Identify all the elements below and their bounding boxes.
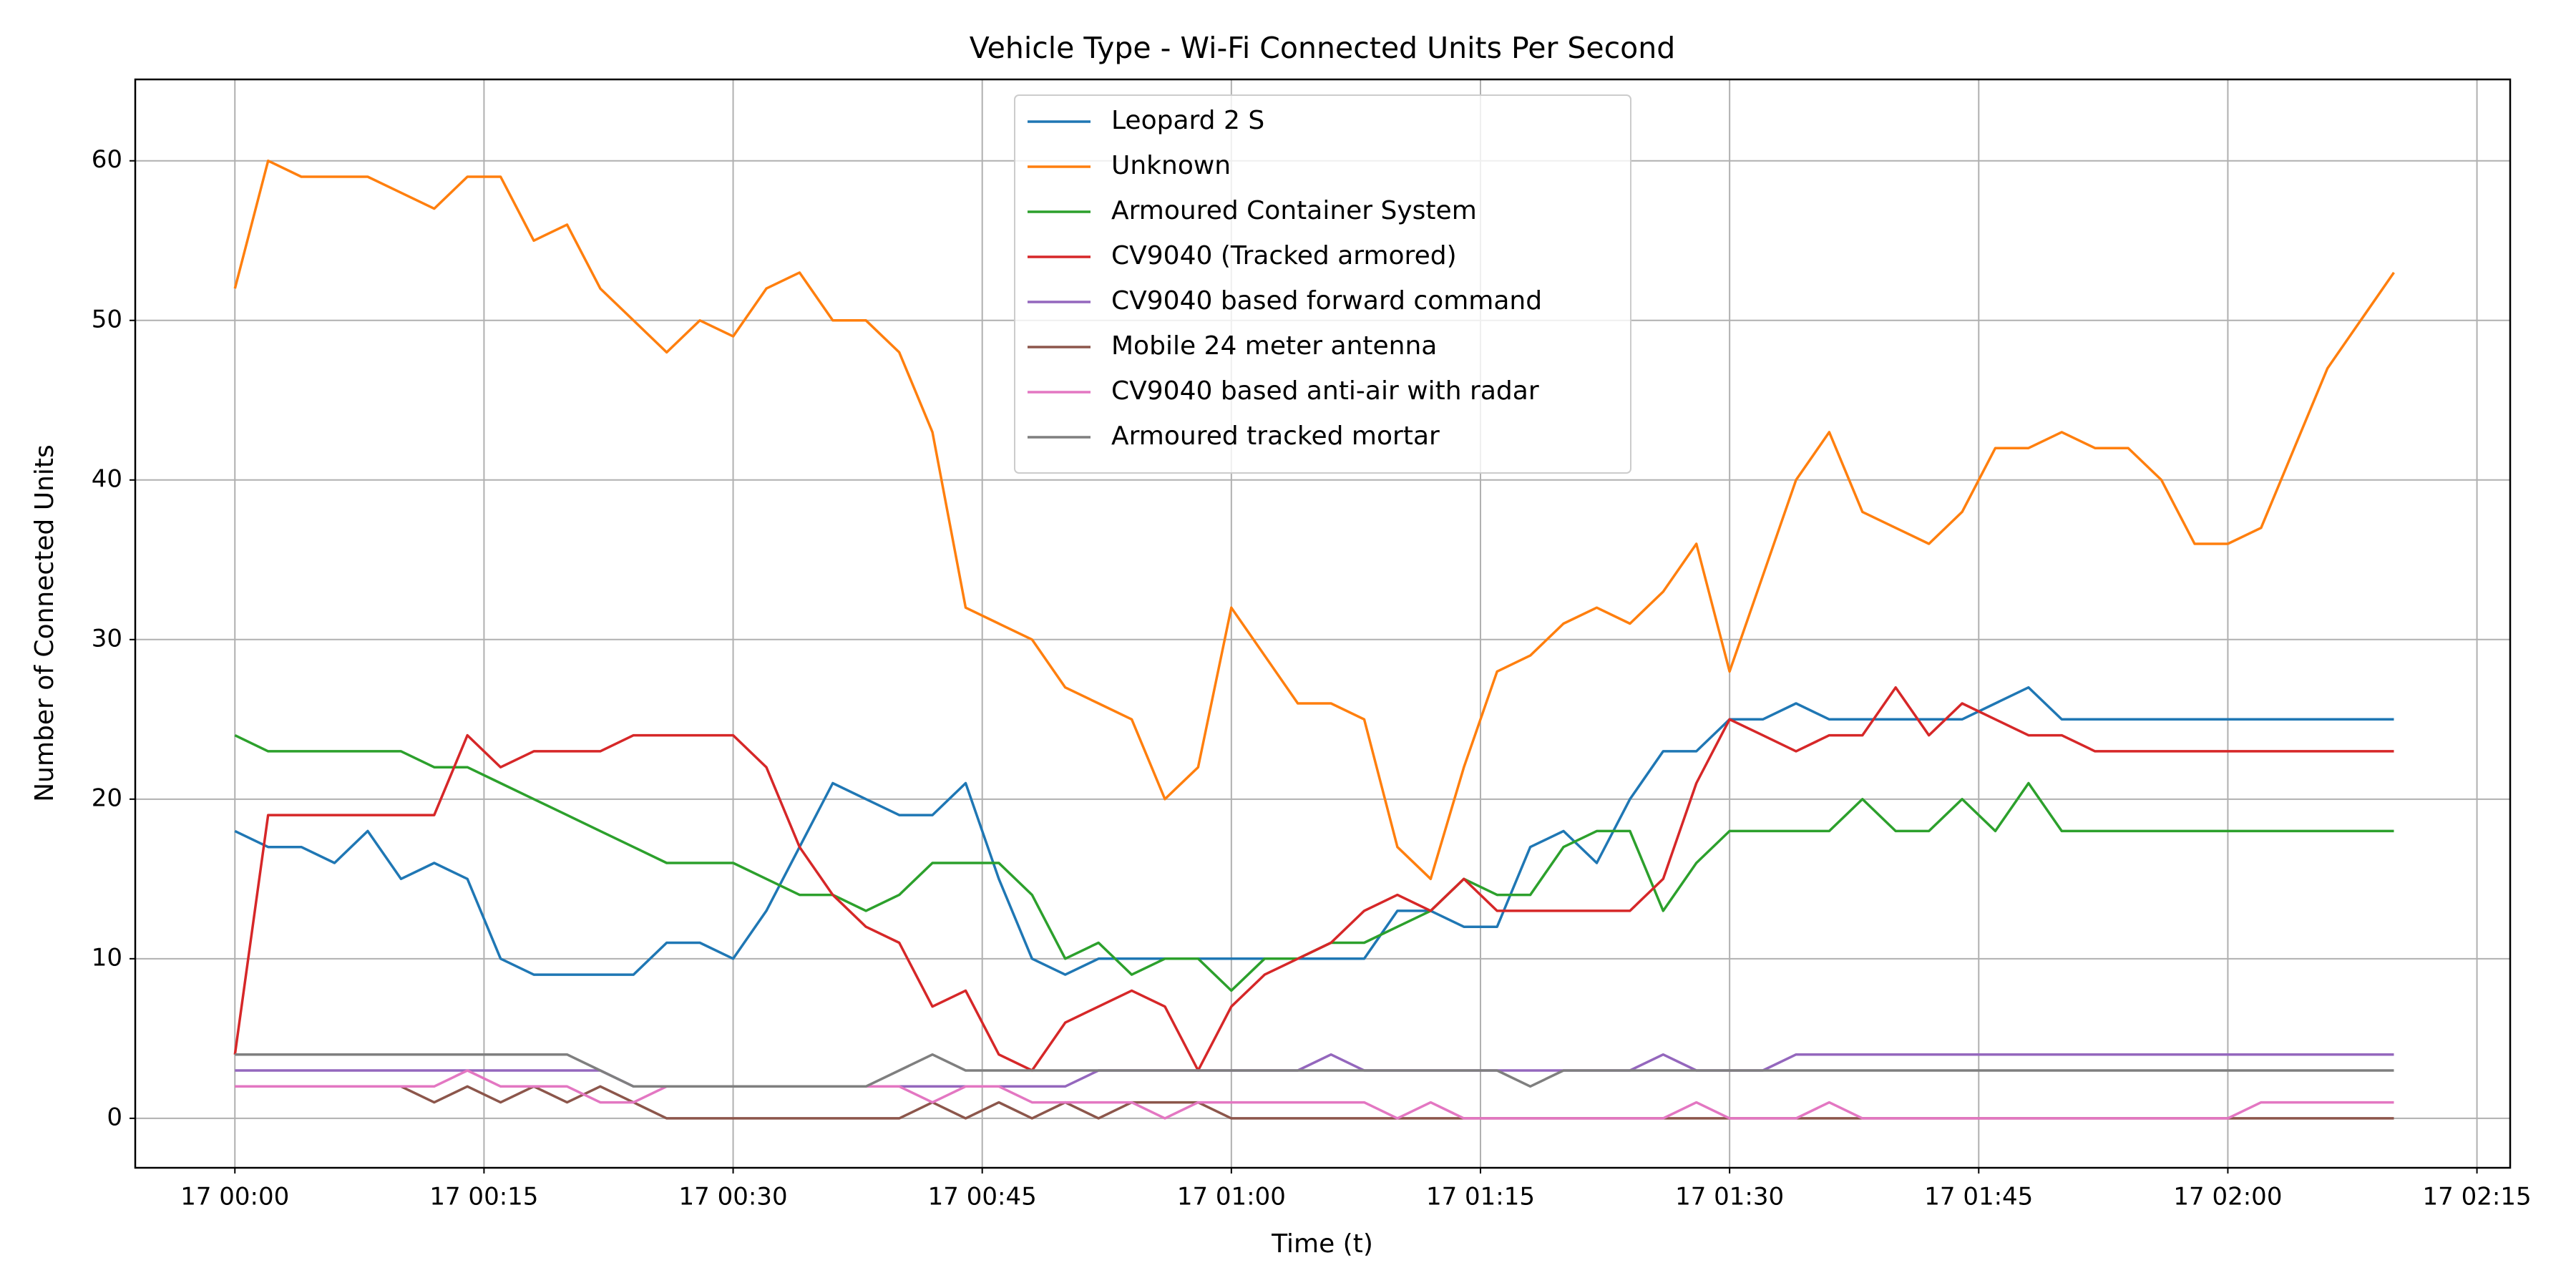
data-line bbox=[233, 686, 2394, 1072]
data-line bbox=[235, 1069, 2394, 1120]
y-tick-label: 10 bbox=[92, 943, 122, 972]
y-tick-label: 60 bbox=[92, 145, 122, 174]
y-tick-label: 0 bbox=[107, 1103, 122, 1131]
y-tick-label: 30 bbox=[92, 624, 122, 653]
legend-label: CV9040 based anti-air with radar bbox=[1111, 376, 1539, 406]
x-tick-label: 17 00:45 bbox=[928, 1183, 1037, 1211]
plot-frame bbox=[134, 78, 2512, 1169]
x-tick-label: 17 01:45 bbox=[1924, 1183, 2033, 1211]
x-tick-label: 17 02:15 bbox=[2423, 1183, 2532, 1211]
x-tick-label: 17 00:15 bbox=[429, 1183, 538, 1211]
chart-title: Vehicle Type - Wi-Fi Connected Units Per… bbox=[970, 31, 1675, 65]
x-tick-label: 17 01:00 bbox=[1177, 1183, 1286, 1211]
data-line bbox=[235, 1053, 2394, 1088]
legend-label: CV9040 based forward command bbox=[1111, 286, 1542, 316]
x-tick-label: 17 01:30 bbox=[1675, 1183, 1784, 1211]
legend-label: CV9040 (Tracked armored) bbox=[1111, 241, 1457, 270]
x-tick-label: 17 00:30 bbox=[679, 1183, 788, 1211]
x-tick-label: 17 01:15 bbox=[1426, 1183, 1535, 1211]
legend-label: Unknown bbox=[1111, 151, 1231, 180]
x-tick-label: 17 00:00 bbox=[180, 1183, 289, 1211]
y-tick-label: 50 bbox=[92, 305, 122, 333]
x-tick-label: 17 02:00 bbox=[2173, 1183, 2282, 1211]
legend-label: Armoured Container System bbox=[1111, 196, 1477, 225]
legend-label: Mobile 24 meter antenna bbox=[1111, 331, 1437, 361]
data-line bbox=[233, 159, 2395, 881]
legend-label: Armoured tracked mortar bbox=[1111, 421, 1440, 451]
y-tick-label: 40 bbox=[92, 464, 122, 493]
data-line bbox=[234, 686, 2394, 976]
y-tick-label: 20 bbox=[92, 784, 122, 812]
data-line bbox=[235, 1053, 2394, 1088]
legend-label: Leopard 2 S bbox=[1111, 106, 1264, 135]
legend-box bbox=[1014, 94, 1631, 474]
y-axis-label: Number of Connected Units bbox=[30, 444, 59, 802]
x-axis-label: Time (t) bbox=[1271, 1229, 1373, 1259]
